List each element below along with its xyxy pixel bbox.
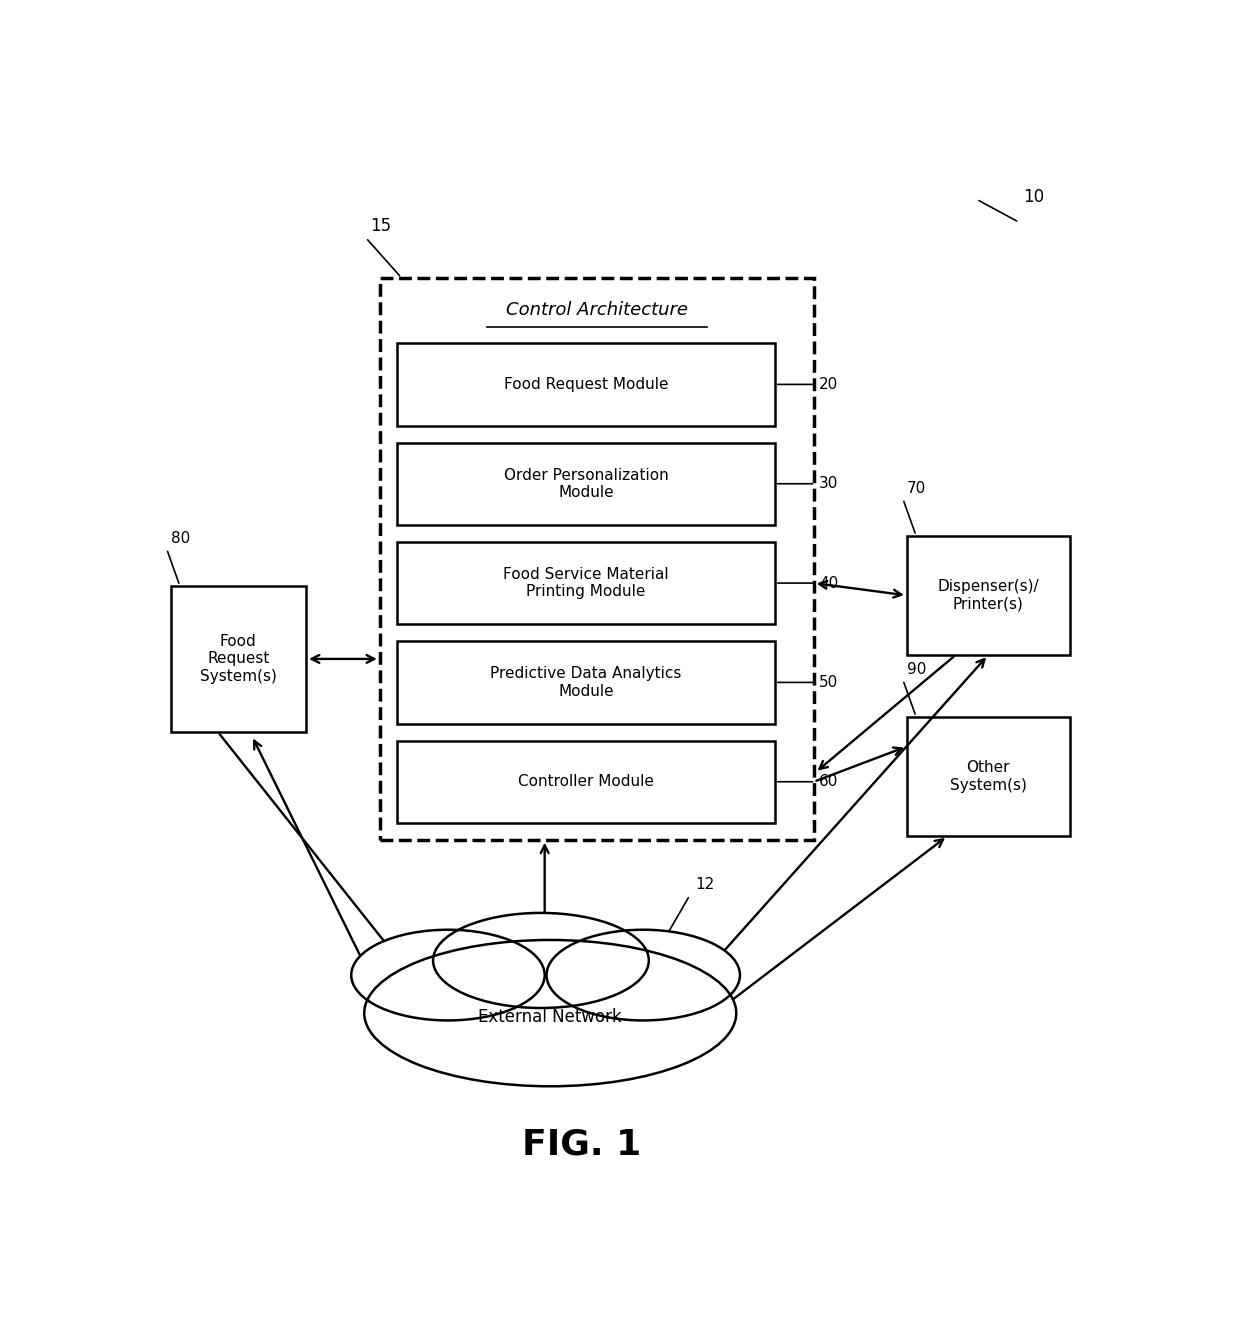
Bar: [906, 536, 1069, 655]
Text: FIG. 1: FIG. 1: [522, 1126, 641, 1161]
Bar: [379, 277, 813, 840]
Text: 90: 90: [906, 661, 926, 677]
Text: 20: 20: [820, 377, 838, 392]
Text: Other
System(s): Other System(s): [950, 760, 1027, 793]
Ellipse shape: [433, 913, 649, 1008]
Text: Controller Module: Controller Module: [518, 774, 653, 789]
Text: Control Architecture: Control Architecture: [506, 301, 688, 319]
Text: 50: 50: [820, 674, 838, 690]
Bar: [171, 585, 306, 732]
Ellipse shape: [351, 929, 544, 1021]
Text: 12: 12: [696, 877, 714, 892]
Bar: [397, 641, 775, 724]
Ellipse shape: [547, 929, 740, 1021]
Bar: [397, 443, 775, 525]
Text: 15: 15: [371, 217, 392, 236]
Bar: [397, 343, 775, 425]
Text: Predictive Data Analytics
Module: Predictive Data Analytics Module: [490, 666, 682, 698]
Text: 10: 10: [1023, 188, 1044, 205]
Text: 70: 70: [906, 481, 926, 496]
Text: 80: 80: [171, 531, 190, 545]
Text: Dispenser(s)/
Printer(s): Dispenser(s)/ Printer(s): [937, 580, 1039, 612]
Bar: [397, 543, 775, 624]
Text: Food Request Module: Food Request Module: [503, 377, 668, 392]
Bar: [906, 717, 1069, 836]
Text: Food Service Material
Printing Module: Food Service Material Printing Module: [503, 567, 668, 600]
Text: Order Personalization
Module: Order Personalization Module: [503, 468, 668, 500]
Text: 60: 60: [820, 774, 838, 789]
Ellipse shape: [365, 940, 737, 1086]
Text: 40: 40: [820, 576, 838, 591]
Text: External Network: External Network: [479, 1008, 622, 1026]
Text: Food
Request
System(s): Food Request System(s): [200, 635, 277, 684]
Text: 30: 30: [820, 476, 838, 492]
Bar: [397, 741, 775, 822]
